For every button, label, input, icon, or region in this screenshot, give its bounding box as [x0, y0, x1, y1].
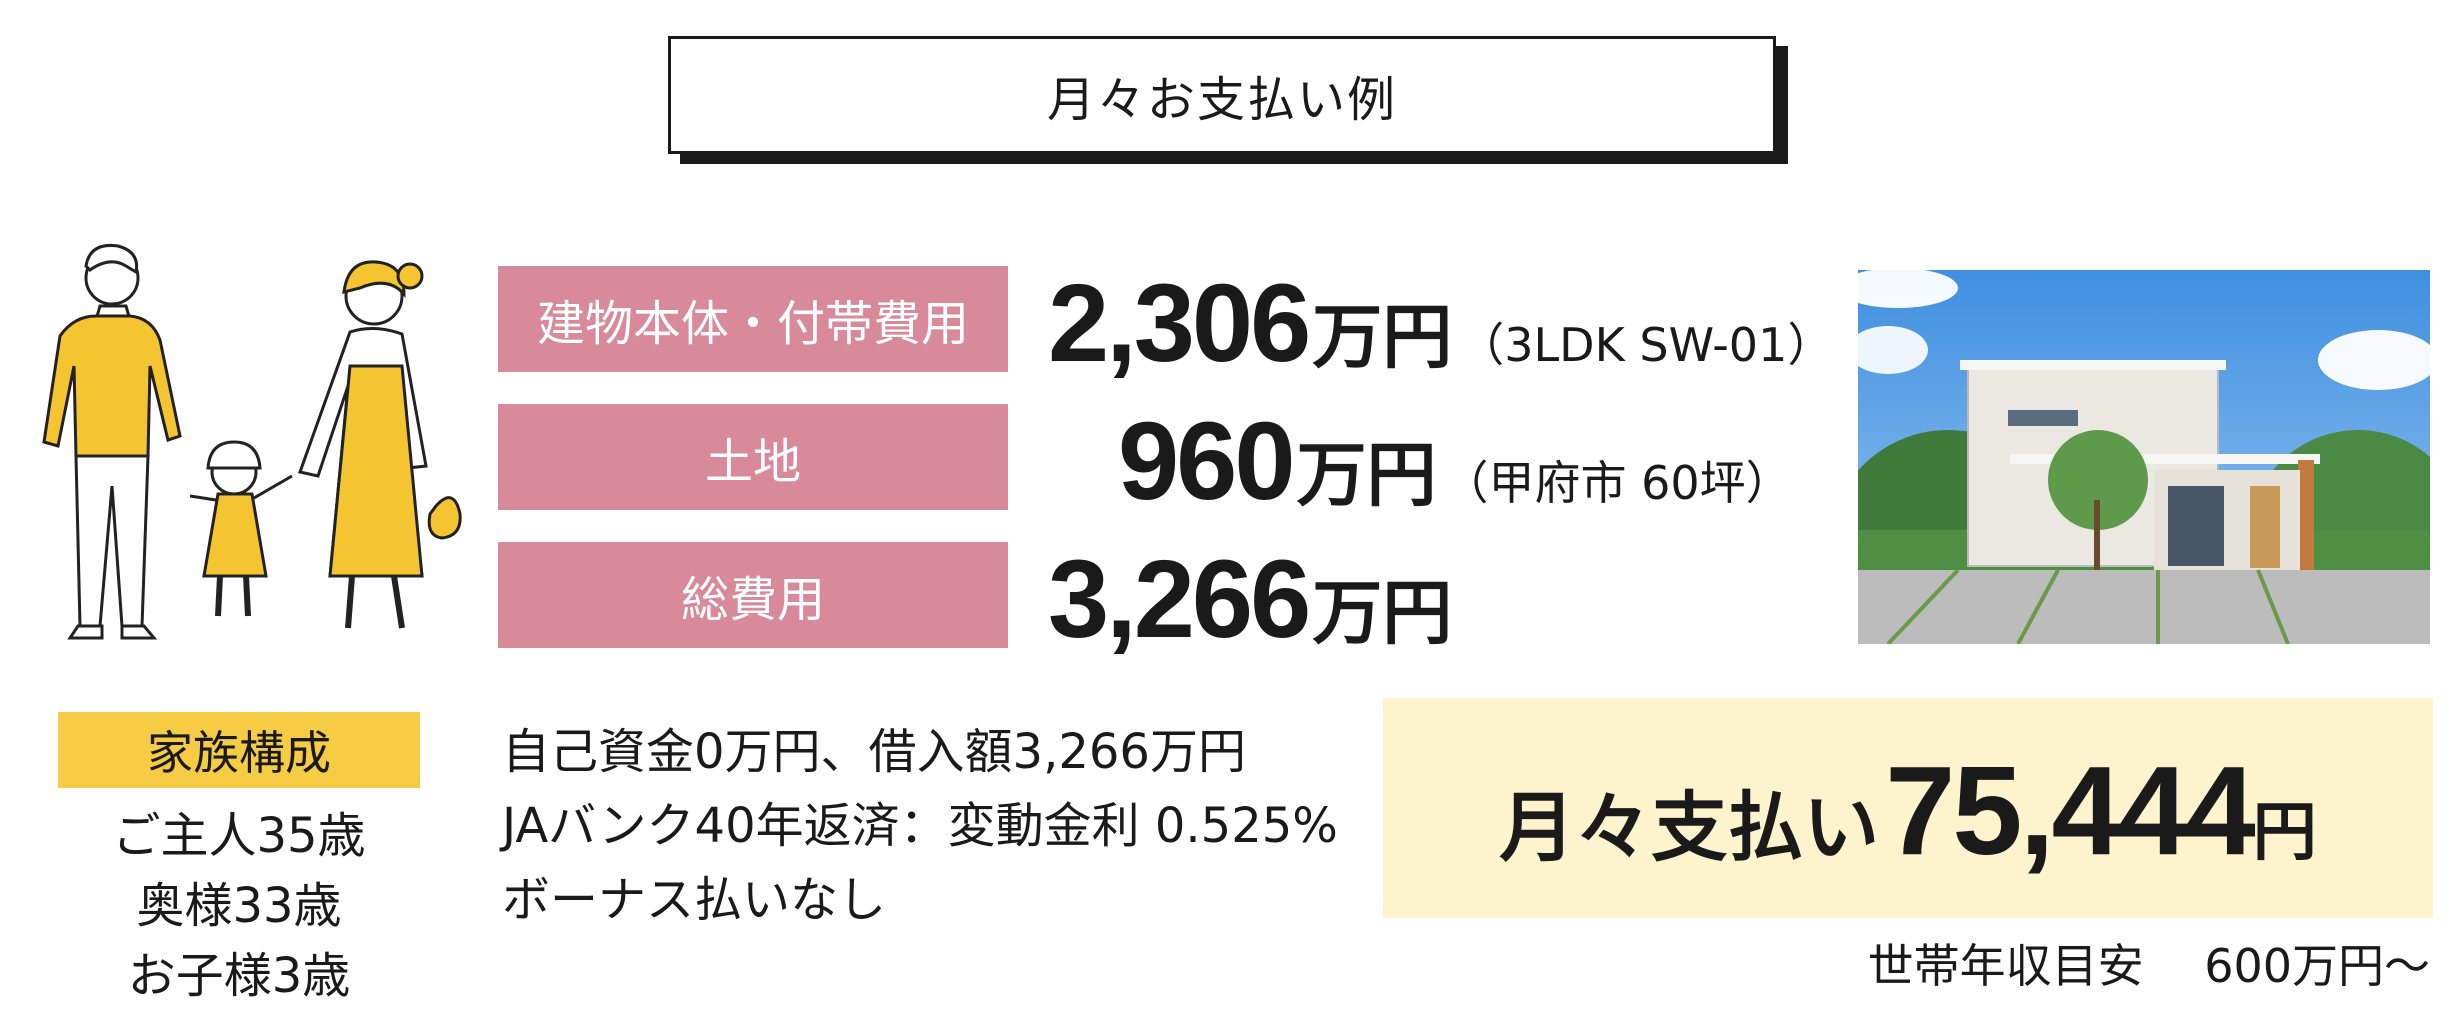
unit-building: 万円	[1312, 296, 1453, 378]
note-building: （3LDK SW-01）	[1458, 318, 1834, 372]
condition-loan: JAバンク40年返済：変動金利 0.525%	[502, 798, 1338, 854]
monthly-payment-box: 月々支払い 75,444 円	[1383, 698, 2433, 918]
value-land: 960 万円 （甲府市 60坪）	[1118, 398, 1792, 525]
family-member-child: お子様3歳	[127, 948, 351, 1004]
amount-total: 3,266	[1048, 538, 1311, 661]
family-member-wife: 奥様33歳	[136, 878, 342, 934]
family-member-husband: ご主人35歳	[112, 808, 366, 864]
monthly-amount: 75,444	[1885, 740, 2255, 881]
label-building-cost: 建物本体・付帯費用	[498, 266, 1008, 372]
child-figure	[189, 440, 293, 617]
note-land: （甲府市 60坪）	[1442, 456, 1792, 510]
household-income-guide: 世帯年収目安 600万円～	[1867, 939, 2430, 993]
condition-funds: 自己資金0万円、借入額3,266万円	[502, 724, 1246, 780]
monthly-unit: 円	[2252, 796, 2317, 870]
condition-bonus: ボーナス払いなし	[502, 872, 887, 928]
page-title: 月々お支払い例	[668, 36, 1776, 154]
unit-land: 万円	[1296, 434, 1437, 516]
amount-land: 960	[1118, 400, 1296, 523]
monthly-label: 月々支払い	[1499, 783, 1880, 872]
value-total-cost: 3,266 万円	[1048, 536, 1452, 663]
house-photo	[1858, 270, 2430, 644]
value-building-cost: 2,306 万円 （3LDK SW-01）	[1048, 260, 1833, 387]
label-total-cost: 総費用	[498, 542, 1008, 648]
unit-total: 万円	[1312, 572, 1453, 654]
mother-figure	[298, 260, 462, 629]
amount-building: 2,306	[1048, 262, 1311, 385]
label-land: 土地	[498, 404, 1008, 510]
father-figure	[42, 243, 182, 640]
family-illustration	[42, 243, 462, 640]
family-heading: 家族構成	[58, 712, 420, 788]
